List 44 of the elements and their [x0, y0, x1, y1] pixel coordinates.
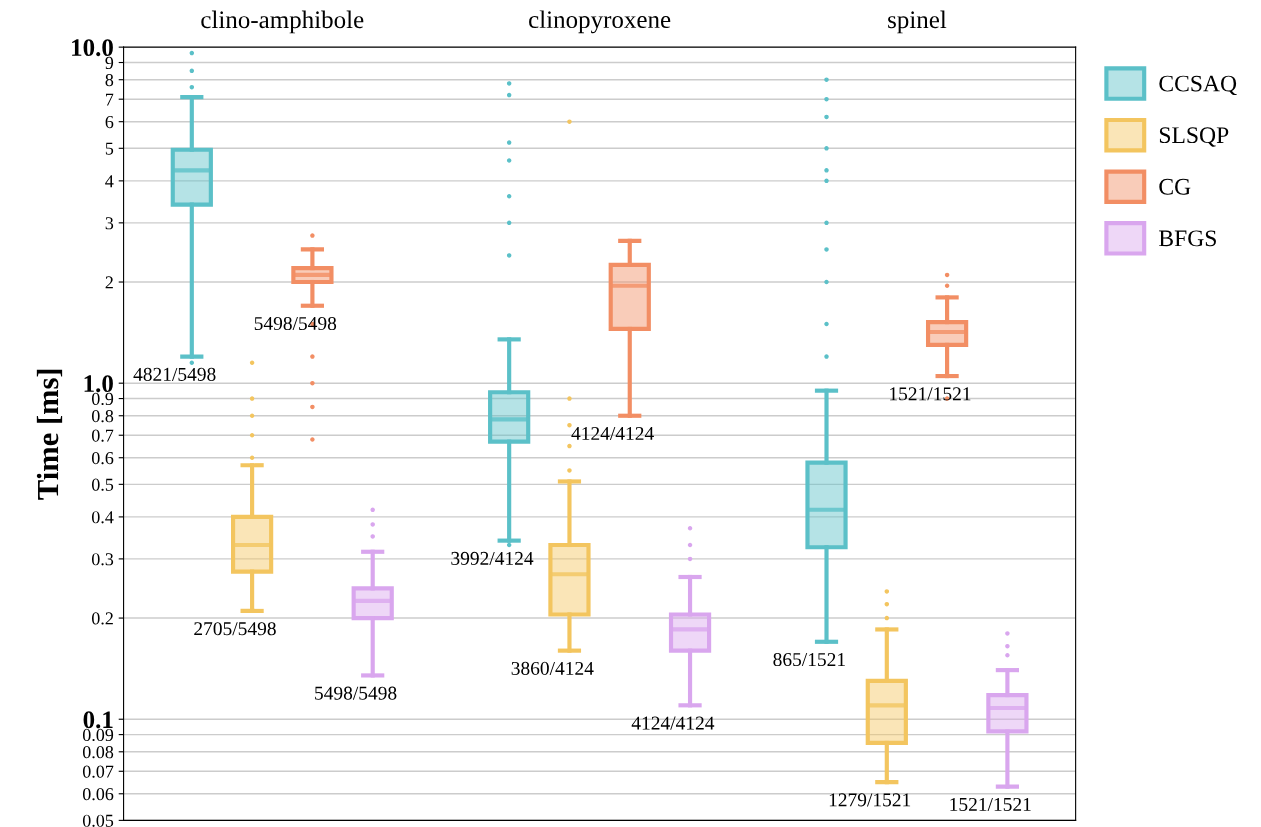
y-tick-label: 5 [105, 142, 114, 155]
y-tick-label: 4 [105, 175, 114, 188]
y-tick-label: 0.07 [82, 765, 114, 778]
y-tick-label: 0.2 [91, 612, 113, 625]
x-tick-label: clino-amphibole [201, 10, 364, 34]
y-tick-label: 0.7 [91, 429, 114, 442]
annotation: 1279/1521 [829, 793, 911, 807]
y-tick-label: 0.08 [82, 746, 114, 759]
y-tick-label: 0.05 [82, 814, 114, 827]
annotation: 2705/5498 [194, 622, 276, 636]
y-tick-label: 3 [105, 217, 114, 230]
annotation: 4821/5498 [133, 367, 216, 381]
y-tick-label: 9 [105, 56, 114, 69]
y-tick-label: 6 [105, 116, 114, 129]
y-tick-label: 0.8 [91, 410, 114, 423]
x-tick-label: clinopyroxene [529, 10, 671, 34]
annotation: 1521/1521 [950, 797, 1031, 811]
legend-label: BFGS [1159, 230, 1216, 247]
y-tick-label: 0.6 [91, 451, 114, 465]
annotation: 865/1521 [773, 652, 845, 667]
y-tick-label: 0.4 [91, 511, 114, 524]
annotation: 3860/4124 [511, 661, 594, 675]
annotation: 4124/4124 [571, 426, 654, 441]
y-tick-label: 1.0 [84, 375, 113, 393]
annotation: 5498/5498 [315, 686, 397, 700]
y-tick-label: 7 [106, 93, 114, 106]
y-tick-label: 0.9 [91, 392, 114, 406]
annotation: 4124/4124 [631, 716, 715, 730]
y-tick-label: 2 [105, 276, 113, 289]
y-tick-label: 8 [105, 73, 114, 87]
annotation: 3992/4124 [451, 551, 534, 565]
y-tick-label: 0.09 [82, 728, 114, 742]
legend-label: CG [1159, 178, 1191, 195]
legend-label: CCSAQ [1159, 75, 1237, 96]
y-tick-label: 0.5 [91, 478, 114, 491]
annotation: 1521/1521 [890, 387, 971, 401]
y-tick-label: 0.3 [91, 553, 114, 566]
legend-label: SLSQP [1159, 127, 1229, 147]
y-tick-label: 0.06 [82, 788, 114, 801]
x-tick-label: spinel [888, 10, 947, 34]
y-tick-label: 0.1 [83, 711, 113, 729]
y-tick-label: 10.0 [72, 39, 113, 57]
y-axis-title: Time [ms] [36, 369, 63, 500]
annotation: 5498/5498 [254, 316, 337, 331]
